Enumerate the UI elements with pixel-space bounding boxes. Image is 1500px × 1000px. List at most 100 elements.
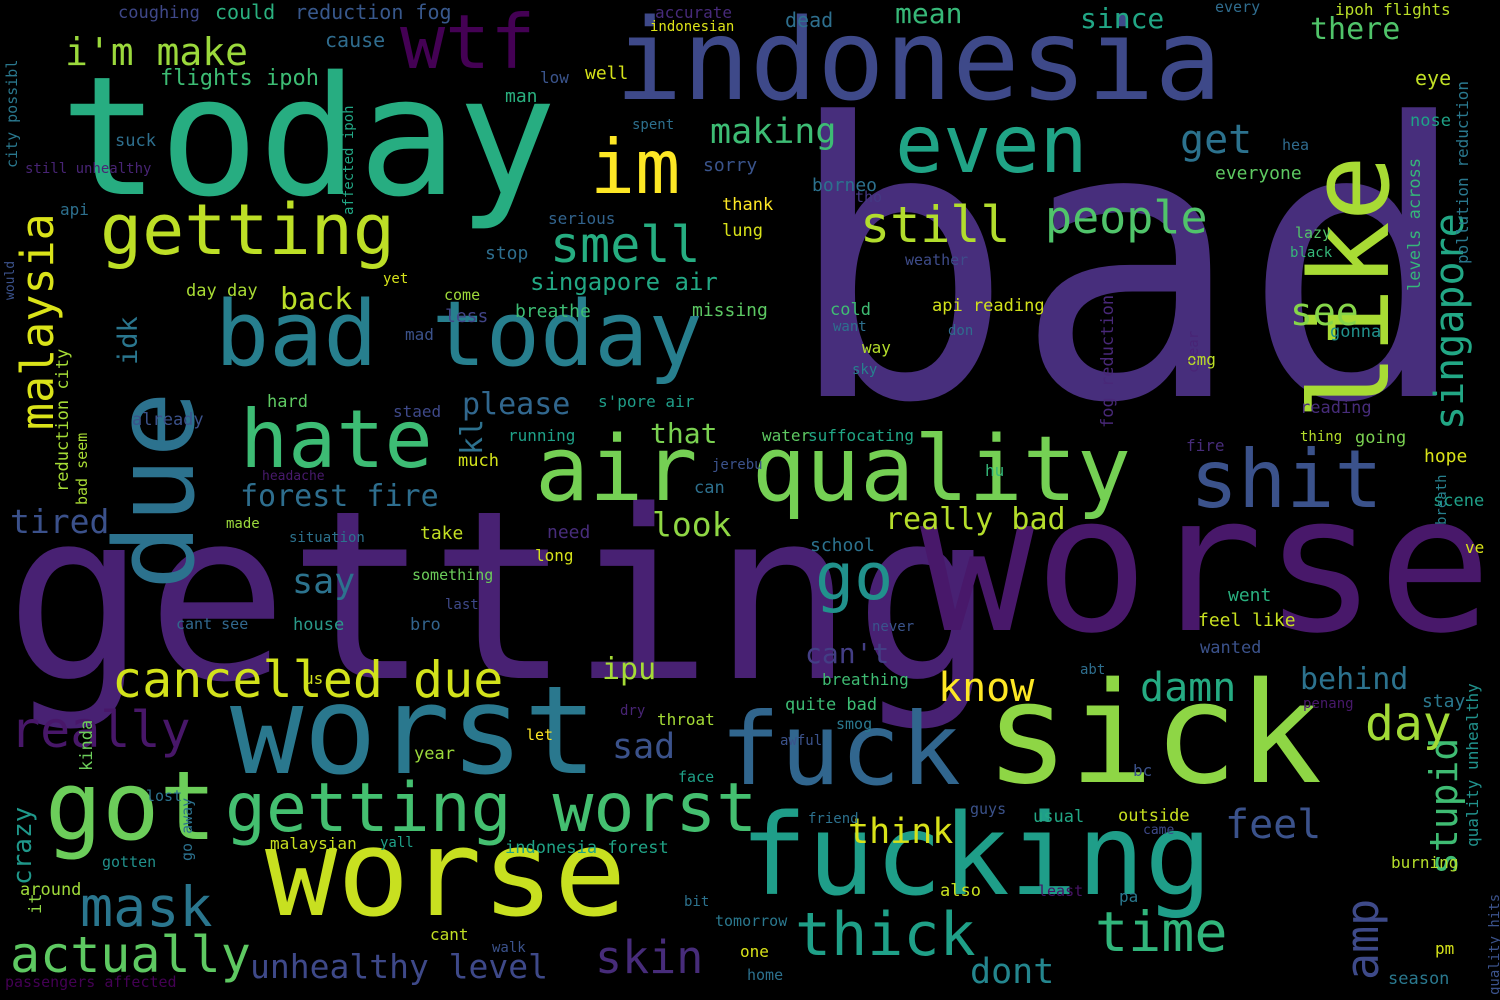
word: yall (380, 835, 414, 851)
word: tired (10, 502, 110, 541)
word: wanted (1200, 638, 1262, 658)
word: still (860, 196, 1011, 254)
word: worse (920, 454, 1492, 675)
word: stay (1422, 691, 1466, 712)
word: last (445, 597, 479, 613)
word: bc (1133, 761, 1153, 780)
word: friend (808, 811, 859, 827)
word: cold (830, 300, 871, 320)
word: breath (1434, 474, 1450, 525)
word: fog reduction (1098, 294, 1118, 428)
word: around (20, 880, 82, 900)
word: shit (1190, 433, 1383, 526)
word: cant (430, 925, 469, 944)
word: hate (240, 393, 433, 486)
word: sick (985, 653, 1323, 816)
word: feel like (1198, 610, 1296, 631)
word: made (226, 516, 260, 532)
word: yet (383, 271, 409, 287)
word: hu (985, 461, 1005, 480)
word: gonna (1330, 322, 1382, 342)
word: headache (262, 469, 325, 484)
word: kl (455, 418, 490, 455)
word: mean (895, 0, 963, 30)
word: day (1365, 696, 1452, 752)
word: can't (805, 637, 890, 670)
word: i'm make (65, 30, 249, 74)
word: way (862, 338, 891, 357)
word: see (1290, 290, 1359, 334)
word: burning (1391, 853, 1459, 872)
word: coughing (118, 3, 200, 23)
word: there (1310, 12, 1401, 47)
word: making (710, 112, 837, 152)
word: much (458, 451, 499, 471)
word: crazy (8, 806, 38, 885)
word: staed (393, 402, 442, 421)
word: got (45, 752, 217, 862)
word: lazy (1295, 224, 1332, 242)
word: year (414, 744, 455, 764)
word: weather (905, 251, 969, 269)
word: pa (1119, 887, 1139, 906)
word: it (26, 893, 46, 914)
word: bad seem (73, 432, 91, 505)
word: tomorrow (715, 912, 788, 930)
word: ipu (602, 652, 657, 687)
word: quality hits (1487, 893, 1500, 995)
word: spent (632, 117, 675, 133)
word: sad (612, 727, 676, 767)
word: clear (1186, 330, 1202, 373)
word: man (505, 86, 538, 107)
word: forest fire (240, 479, 439, 514)
word: idk (113, 316, 144, 365)
word: lost (146, 787, 183, 805)
word: sky (852, 362, 878, 378)
word: quality unhealthy (1463, 683, 1482, 847)
word: s'pore air (598, 392, 695, 411)
word: fire (1186, 436, 1225, 455)
word: black (1290, 245, 1333, 261)
word: indonesia (615, 0, 1222, 126)
word: penang (1303, 696, 1354, 712)
word: lung (722, 221, 763, 241)
word: season (1388, 969, 1450, 989)
word: hea (1282, 136, 1310, 154)
word: dont (970, 952, 1055, 992)
word: face (678, 768, 715, 786)
word: accurate (655, 3, 733, 22)
word: don (948, 323, 974, 339)
word: thick (795, 900, 976, 970)
word: api (60, 200, 89, 219)
word: let (526, 726, 554, 744)
word: hard (267, 392, 308, 412)
word: guys (970, 800, 1007, 818)
word: pollution reduction (1453, 80, 1472, 264)
word: can (694, 478, 725, 498)
word: gotten (102, 853, 157, 871)
word: fucking (740, 791, 1213, 921)
word: serious (548, 209, 616, 228)
word: unhealthy level (250, 947, 549, 986)
word: omg (1187, 350, 1216, 369)
word: city possibl (3, 59, 21, 168)
word: please (462, 387, 571, 422)
word: mad (405, 325, 434, 344)
word: indonesian (650, 19, 735, 35)
word: malaysian (270, 834, 357, 853)
word: throat (657, 710, 715, 729)
word: people (1045, 191, 1208, 244)
word: dry (620, 703, 646, 719)
word: school (810, 535, 876, 556)
word: cant see (176, 615, 249, 633)
word: would (3, 260, 18, 300)
word: went (1228, 585, 1272, 606)
word: levels across (1405, 157, 1425, 291)
word: even (895, 98, 1088, 191)
word: come (444, 286, 481, 304)
word: need (547, 522, 591, 543)
word: water (762, 426, 811, 445)
word: well (585, 63, 629, 84)
word: since (1080, 2, 1165, 35)
word: breathing (822, 670, 909, 689)
